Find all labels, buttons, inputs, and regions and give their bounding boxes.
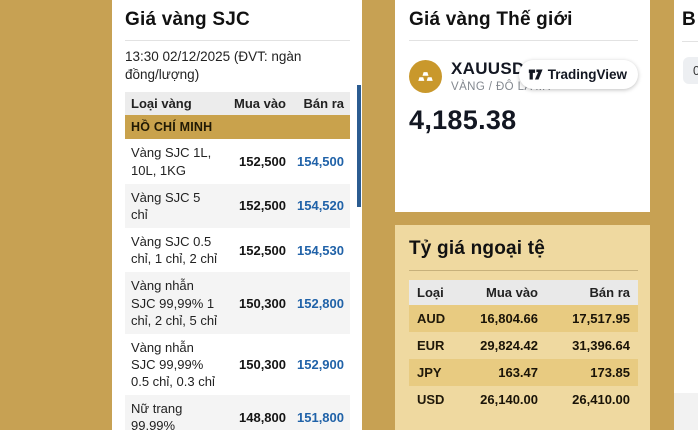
header-sell: Bán ra bbox=[589, 285, 630, 300]
header-currency: Loại bbox=[417, 285, 444, 300]
xauusd-price: 4,185.38 bbox=[409, 105, 517, 135]
chart-panel-footer-area bbox=[674, 393, 698, 430]
sjc-gold-panel: Giá vàng SJC 13:30 02/12/2025 (ĐVT: ngàn… bbox=[112, 0, 362, 430]
buy-rate: 26,140.00 bbox=[480, 392, 538, 407]
sell-price: 151,800 bbox=[297, 409, 344, 425]
header-buy: Mua vào bbox=[233, 96, 286, 112]
header-type: Loại vàng bbox=[131, 96, 192, 112]
buy-price: 148,800 bbox=[239, 409, 286, 425]
table-row: Vàng SJC 5 chỉ 152,500 154,520 bbox=[125, 183, 350, 229]
divider bbox=[125, 40, 350, 41]
table-row: AUD 16,804.66 17,517.95 bbox=[409, 305, 638, 332]
chart-range-tab[interactable]: 0 bbox=[683, 57, 698, 84]
gold-bars-icon bbox=[409, 59, 442, 93]
chart-panel-title: B bbox=[682, 9, 696, 30]
table-row: EUR 29,824.42 31,396.64 bbox=[409, 332, 638, 359]
fx-table-rows: AUD 16,804.66 17,517.95 EUR 29,824.42 31… bbox=[409, 305, 638, 413]
gold-type: Vàng SJC 1L, 10L, 1KG bbox=[131, 145, 212, 178]
sell-rate: 17,517.95 bbox=[572, 311, 630, 326]
sell-rate: 173.85 bbox=[590, 365, 630, 380]
currency-code: EUR bbox=[417, 338, 445, 353]
buy-price: 152,500 bbox=[239, 242, 286, 258]
buy-price: 152,500 bbox=[239, 154, 286, 170]
sell-price: 154,530 bbox=[297, 242, 344, 258]
buy-price: 150,300 bbox=[239, 295, 286, 311]
tradingview-symbol-row: XAUUSD VÀNG / ĐÔ LA MỸ TradingView bbox=[409, 59, 638, 93]
currency-code: AUD bbox=[417, 311, 446, 326]
tradingview-label: TradingView bbox=[547, 67, 627, 82]
gold-type: Vàng SJC 0.5 chỉ, 1 chỉ, 2 chỉ bbox=[131, 234, 217, 267]
sell-rate: 26,410.00 bbox=[572, 392, 630, 407]
tradingview-icon bbox=[528, 69, 543, 80]
gold-type: Vàng nhẫn SJC 99,99% 1 chỉ, 2 chỉ, 5 chỉ bbox=[131, 278, 217, 328]
table-row: Vàng nhẫn SJC 99,99% 0.5 chỉ, 0.3 chỉ 15… bbox=[125, 334, 350, 395]
sjc-panel-title: Giá vàng SJC bbox=[125, 9, 250, 30]
world-gold-panel: Giá vàng Thế giới XAUUSD VÀNG / ĐÔ LA MỸ bbox=[395, 0, 650, 212]
world-panel-title: Giá vàng Thế giới bbox=[409, 9, 573, 30]
buy-price: 150,300 bbox=[239, 357, 286, 372]
buy-price: 152,500 bbox=[239, 198, 286, 214]
tradingview-logo-badge[interactable]: TradingView bbox=[518, 60, 638, 89]
table-row: Vàng SJC 0.5 chỉ, 1 chỉ, 2 chỉ 152,500 1… bbox=[125, 228, 350, 272]
divider bbox=[409, 270, 638, 271]
sjc-price-table: Loại vàng Mua vào Bán ra HỒ CHÍ MINH Vàn… bbox=[125, 92, 350, 430]
sell-price: 152,900 bbox=[297, 357, 344, 372]
gold-type: Nữ trang 99,99% bbox=[131, 401, 183, 430]
divider bbox=[682, 41, 698, 42]
sjc-table-rows: Vàng SJC 1L, 10L, 1KG 152,500 154,500 Và… bbox=[125, 139, 350, 430]
symbol-name: XAUUSD bbox=[451, 59, 525, 78]
sell-price: 152,800 bbox=[297, 295, 344, 311]
divider bbox=[409, 40, 638, 41]
section-header-hcm: HỒ CHÍ MINH bbox=[125, 115, 350, 140]
sjc-table-header: Loại vàng Mua vào Bán ra bbox=[125, 92, 350, 116]
table-row: JPY 163.47 173.85 bbox=[409, 359, 638, 386]
table-row: Vàng SJC 1L, 10L, 1KG 152,500 154,500 bbox=[125, 139, 350, 183]
sell-rate: 31,396.64 bbox=[572, 338, 630, 353]
fx-rates-panel: Tỷ giá ngoại tệ Loại Mua vào Bán ra AUD … bbox=[395, 225, 650, 430]
table-row: Vàng nhẫn SJC 99,99% 1 chỉ, 2 chỉ, 5 chỉ… bbox=[125, 272, 350, 334]
scrollbar-thumb[interactable] bbox=[357, 85, 361, 207]
gold-type: Vàng SJC 5 chỉ bbox=[131, 189, 201, 222]
fx-table-header: Loại Mua vào Bán ra bbox=[409, 280, 638, 305]
currency-code: JPY bbox=[417, 365, 442, 380]
sell-price: 154,520 bbox=[297, 198, 344, 214]
sell-price: 154,500 bbox=[297, 154, 344, 170]
currency-code: USD bbox=[417, 392, 445, 407]
fx-panel-title: Tỷ giá ngoại tệ bbox=[409, 238, 546, 259]
buy-rate: 29,824.42 bbox=[480, 338, 538, 353]
header-sell: Bán ra bbox=[303, 96, 344, 112]
gold-type: Vàng nhẫn SJC 99,99% 0.5 chỉ, 0.3 chỉ bbox=[131, 339, 215, 390]
header-buy: Mua vào bbox=[485, 285, 538, 300]
sjc-timestamp: 13:30 02/12/2025 (ĐVT: ngàn đồng/lượng) bbox=[125, 49, 302, 83]
buy-rate: 163.47 bbox=[498, 365, 538, 380]
fx-table: Loại Mua vào Bán ra AUD 16,804.66 17,517… bbox=[409, 280, 638, 413]
table-row: Nữ trang 99,99% 148,800 151,800 bbox=[125, 395, 350, 430]
table-row: USD 26,140.00 26,410.00 bbox=[409, 386, 638, 413]
buy-rate: 16,804.66 bbox=[480, 311, 538, 326]
